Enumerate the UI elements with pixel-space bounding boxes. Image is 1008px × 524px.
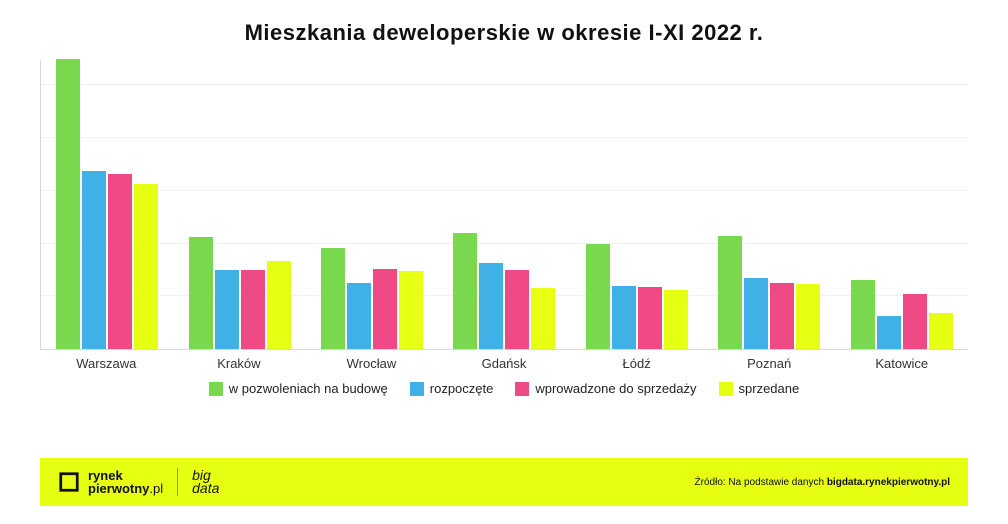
chart-bar — [134, 184, 158, 349]
chart-bar-group — [306, 60, 438, 349]
chart-bar-group — [703, 60, 835, 349]
chart-bar — [241, 270, 265, 349]
chart-bar — [189, 237, 213, 349]
chart-bar — [399, 271, 423, 349]
legend-label: wprowadzone do sprzedaży — [535, 381, 696, 396]
legend-label: sprzedane — [739, 381, 800, 396]
chart-legend: w pozwoleniach na budowę rozpoczęte wprowa… — [40, 381, 968, 396]
chart-bar — [215, 270, 239, 349]
chart-bar — [108, 174, 132, 349]
chart-bar — [851, 280, 875, 349]
legend-swatch — [410, 382, 424, 396]
chart-bar — [664, 290, 688, 349]
chart-bar — [612, 286, 636, 349]
chart-bar — [373, 269, 397, 349]
chart-bar-group — [41, 60, 173, 349]
legend-label: rozpoczęte — [430, 381, 494, 396]
legend-item: sprzedane — [719, 381, 800, 396]
chart-bar — [877, 316, 901, 349]
bigdata-label: big data — [192, 469, 219, 496]
legend-swatch — [209, 382, 223, 396]
chart-bar — [638, 287, 662, 349]
chart-bar-groups — [41, 60, 968, 349]
source-bold: bigdata.rynekpierwotny.pl — [827, 477, 950, 488]
chart-x-label: Gdańsk — [438, 356, 571, 371]
chart-x-label: Warszawa — [40, 356, 173, 371]
footer-bar: rynek pierwotny.pl big data Źródło: Na p… — [40, 458, 968, 506]
legend-swatch — [719, 382, 733, 396]
chart-title: Mieszkania deweloperskie w okresie I-XI … — [40, 20, 968, 46]
chart-bar — [531, 288, 555, 349]
source-text: Źródło: Na podstawie danych bigdata.ryne… — [695, 477, 950, 488]
chart-x-label: Wrocław — [305, 356, 438, 371]
chart-bar — [744, 278, 768, 349]
chart-x-axis-labels: WarszawaKrakówWrocławGdańskŁódźPoznańKat… — [40, 356, 968, 371]
legend-swatch — [515, 382, 529, 396]
chart-x-label: Katowice — [835, 356, 968, 371]
chart-bar — [82, 171, 106, 349]
source-prefix: Źródło: Na podstawie danych — [695, 477, 827, 488]
chart-bar — [929, 313, 953, 349]
chart-bar — [718, 236, 742, 349]
chart-bar — [903, 294, 927, 349]
brand-logo: rynek pierwotny.pl — [58, 469, 163, 495]
brand-line2: pierwotny — [88, 481, 149, 496]
brand-line2-suffix: .pl — [149, 481, 163, 496]
brand-text: rynek pierwotny.pl — [88, 469, 163, 495]
chart-x-label: Poznań — [703, 356, 836, 371]
chart-bar-group — [438, 60, 570, 349]
chart-bar — [479, 263, 503, 349]
chart-x-label: Kraków — [173, 356, 306, 371]
chart-bar-group — [571, 60, 703, 349]
page-root: Mieszkania deweloperskie w okresie I-XI … — [0, 0, 1008, 524]
legend-item: wprowadzone do sprzedaży — [515, 381, 696, 396]
brand-divider — [177, 468, 178, 496]
chart-bar — [586, 244, 610, 349]
bigdata-line2: data — [192, 482, 219, 495]
logo-icon — [58, 471, 80, 493]
chart-bar — [267, 261, 291, 349]
legend-item: w pozwoleniach na budowę — [209, 381, 388, 396]
chart-bar-group — [836, 60, 968, 349]
chart-bar — [796, 284, 820, 349]
chart-bar — [321, 248, 345, 350]
chart: WarszawaKrakówWrocławGdańskŁódźPoznańKat… — [40, 60, 968, 396]
legend-item: rozpoczęte — [410, 381, 494, 396]
chart-bar — [770, 283, 794, 349]
chart-bar — [56, 59, 80, 349]
chart-bar — [505, 270, 529, 349]
chart-x-label: Łódź — [570, 356, 703, 371]
legend-label: w pozwoleniach na budowę — [229, 381, 388, 396]
chart-bar-group — [173, 60, 305, 349]
chart-bar — [453, 233, 477, 349]
chart-plot-area — [40, 60, 968, 350]
brand-block: rynek pierwotny.pl big data — [58, 468, 219, 496]
chart-bar — [347, 283, 371, 349]
